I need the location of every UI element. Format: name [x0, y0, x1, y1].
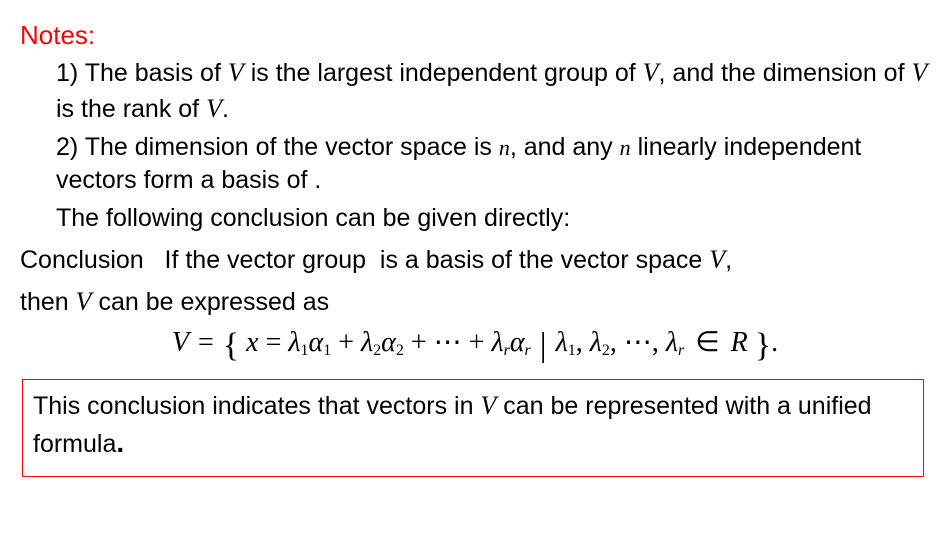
rbrace-icon: } — [755, 327, 771, 364]
comma-1: , — [576, 327, 590, 358]
note1-text-d: is the rank of — [56, 95, 206, 123]
sub-2b: 2 — [396, 342, 404, 359]
formula-eq2: = — [266, 327, 282, 358]
lambda1: λ — [288, 327, 300, 358]
symbol-V: V — [76, 287, 92, 316]
conclusion-text-c: then — [20, 288, 76, 316]
sub-1c: 1 — [568, 342, 576, 359]
note2-text-a: 2) The dimension of the vector space is — [56, 133, 499, 161]
highlight-box: This conclusion indicates that vectors i… — [22, 379, 924, 477]
dots-1: ⋯ — [434, 327, 462, 358]
set-R: R — [731, 327, 748, 358]
comma-2: , — [610, 327, 624, 358]
plus-3: + — [469, 327, 485, 358]
alpha2: α — [381, 327, 396, 358]
box-text-a: This conclusion indicates that vectors i… — [33, 392, 480, 420]
symbol-V: V — [643, 58, 659, 87]
lambdarc: λ — [666, 327, 678, 358]
sub-rc: r — [678, 342, 684, 359]
formula-period: . — [771, 327, 778, 358]
symbol-n: n — [620, 135, 631, 160]
mid-bar-icon: | — [538, 327, 549, 364]
conclusion-text-d: can be expressed as — [92, 288, 330, 316]
note1-text-e: . — [222, 95, 229, 123]
lambda2c: λ — [590, 327, 602, 358]
note2-text-b: , and any — [510, 133, 620, 161]
lambda1c: λ — [556, 327, 568, 358]
symbol-V: V — [480, 391, 496, 420]
sub-1b: 1 — [323, 342, 331, 359]
symbol-V: V — [709, 245, 725, 274]
symbol-V: V — [206, 94, 222, 123]
note-1: 1) The basis of V is the largest indepen… — [56, 55, 930, 127]
note-2: 2) The dimension of the vector space is … — [56, 131, 930, 199]
box-period: . — [116, 427, 124, 458]
lambdar: λ — [491, 327, 503, 358]
lbrace-icon: { — [223, 327, 239, 364]
conclusion-text-a: If the vector group is a basis of the ve… — [144, 246, 710, 274]
conclusion-line-1: Conclusion If the vector group is a basi… — [20, 242, 930, 278]
formula-V: V — [172, 327, 189, 358]
sub-2c: 2 — [602, 342, 610, 359]
conclusion-text-b: , — [725, 246, 732, 274]
lambda2: λ — [361, 327, 373, 358]
conclusion-label: Conclusion — [20, 246, 144, 274]
plus-1: + — [338, 327, 354, 358]
sub-2: 2 — [373, 342, 381, 359]
note1-text-c: , and the dimension of — [659, 59, 912, 87]
formula-eq: = — [196, 327, 216, 358]
sub-rb: r — [525, 342, 531, 359]
dots-2: ⋯ — [624, 327, 652, 358]
formula: V = { x = λ1α1 + λ2α2 + ⋯ + λrαr | λ1, λ… — [20, 323, 930, 369]
alpha1: α — [309, 327, 324, 358]
note1-text-a: 1) The basis of — [56, 59, 228, 87]
note1-text-b: is the largest independent group of — [244, 59, 643, 87]
slide-container: Notes: 1) The basis of V is the largest … — [0, 0, 950, 535]
following-line: The following conclusion can be given di… — [56, 202, 930, 236]
formula-x: x — [246, 327, 258, 358]
sub-1: 1 — [301, 342, 309, 359]
notes-label: Notes: — [20, 18, 930, 53]
alphar: α — [510, 327, 525, 358]
symbol-V: V — [228, 58, 244, 87]
conclusion-line-2: then V can be expressed as — [20, 284, 930, 320]
plus-2: + — [411, 327, 427, 358]
comma-3: , — [652, 327, 666, 358]
in-symbol: ∈ — [691, 327, 723, 358]
symbol-V: V — [911, 58, 927, 87]
symbol-n: n — [499, 135, 510, 160]
